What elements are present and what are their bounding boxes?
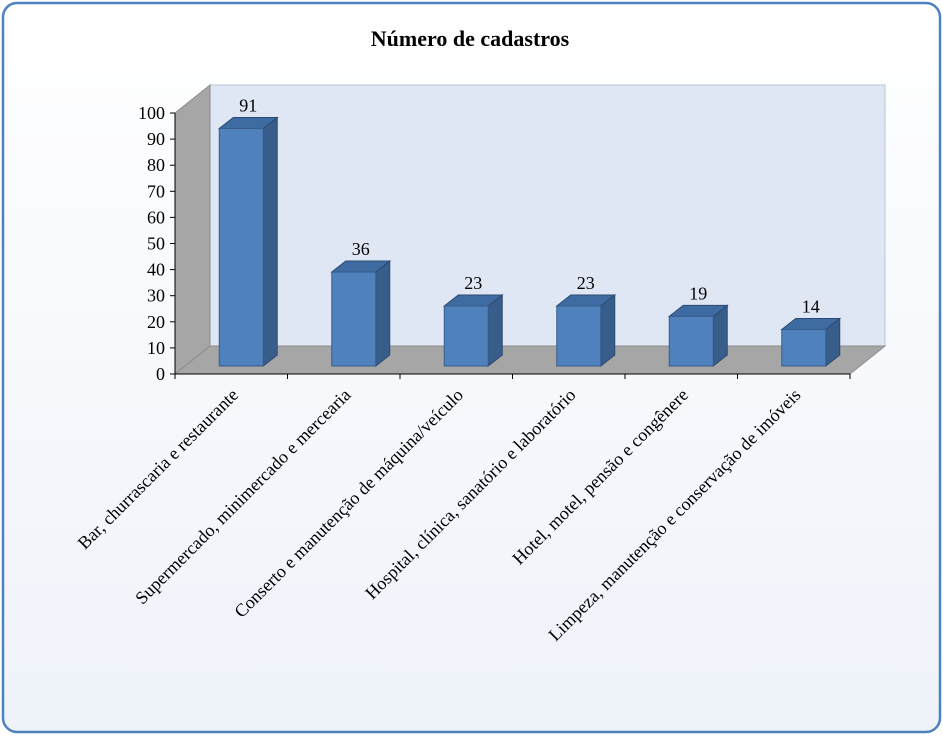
data-label: 19 bbox=[689, 283, 707, 303]
y-tick-label: 100 bbox=[138, 103, 165, 123]
data-label: 14 bbox=[802, 296, 820, 316]
back-wall bbox=[209, 84, 886, 347]
bar bbox=[331, 271, 377, 367]
chart-title: Número de cadastros bbox=[371, 26, 570, 51]
bar-side bbox=[375, 260, 391, 368]
bar-side bbox=[600, 293, 616, 368]
y-tick-label: 0 bbox=[156, 364, 165, 384]
y-tick-label: 40 bbox=[147, 260, 165, 280]
data-label: 36 bbox=[352, 239, 370, 259]
bar-side bbox=[487, 293, 503, 368]
y-tick-label: 30 bbox=[147, 286, 165, 306]
bar bbox=[443, 305, 489, 367]
y-tick-label: 80 bbox=[147, 155, 165, 175]
y-tick-label: 50 bbox=[147, 234, 165, 254]
floor bbox=[173, 345, 887, 375]
bar bbox=[556, 305, 602, 367]
y-tick-label: 20 bbox=[147, 312, 165, 332]
data-label: 23 bbox=[577, 273, 595, 293]
y-tick-label: 60 bbox=[147, 207, 165, 227]
y-tick-label: 70 bbox=[147, 181, 165, 201]
y-tick-label: 90 bbox=[147, 129, 165, 149]
bar bbox=[218, 127, 264, 367]
data-label: 23 bbox=[464, 273, 482, 293]
bar bbox=[781, 328, 827, 367]
bar-side bbox=[262, 116, 278, 368]
y-tick-label: 10 bbox=[147, 338, 165, 358]
bar bbox=[668, 315, 714, 367]
side-wall bbox=[174, 83, 211, 376]
data-label: 91 bbox=[239, 95, 257, 115]
